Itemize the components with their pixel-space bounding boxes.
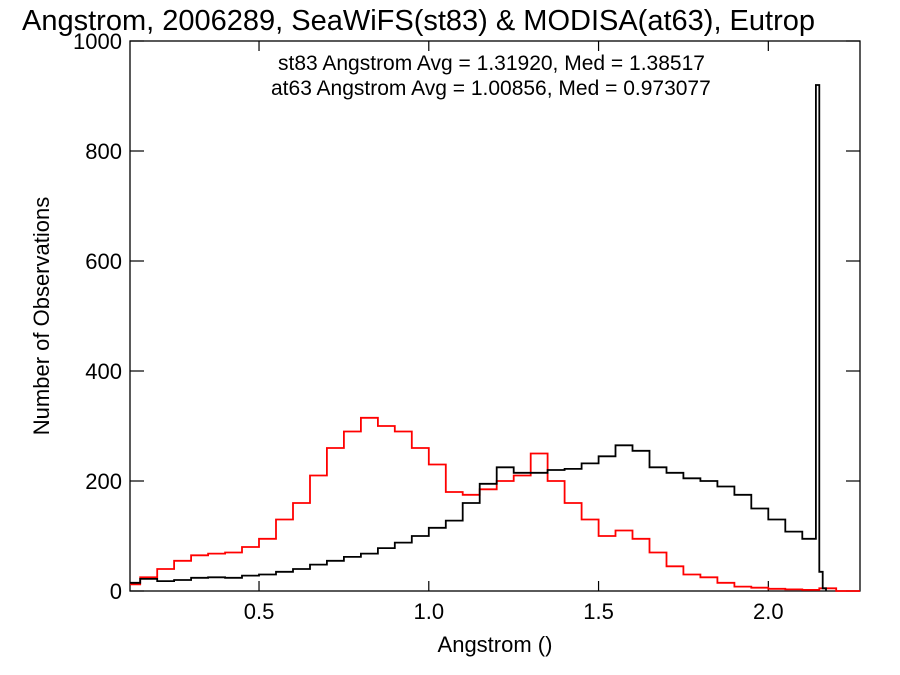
chart-title: Angstrom, 2006289, SeaWiFS(st83) & MODIS… bbox=[22, 5, 815, 37]
x-tick-label: 2.0 bbox=[753, 599, 784, 624]
y-tick-label: 200 bbox=[85, 469, 122, 494]
x-tick-label: 1.5 bbox=[583, 599, 614, 624]
x-axis-label: Angstrom () bbox=[438, 632, 553, 657]
annotation-at63: at63 Angstrom Avg = 1.00856, Med = 0.973… bbox=[271, 77, 711, 100]
y-tick-label: 600 bbox=[85, 249, 122, 274]
axis-ticks: 0.5 1.0 1.5 2.0 0 200 400 600 800 1000 bbox=[73, 29, 860, 624]
series-line-st83 bbox=[130, 84, 827, 591]
y-axis-label: Number of Observations bbox=[29, 197, 54, 435]
y-tick-label: 800 bbox=[85, 139, 122, 164]
series-group bbox=[130, 84, 860, 592]
y-tick-label: 400 bbox=[85, 359, 122, 384]
annotation-st83: st83 Angstrom Avg = 1.31920, Med = 1.385… bbox=[278, 52, 705, 75]
plot-frame bbox=[129, 40, 861, 592]
series-line-at63 bbox=[130, 416, 860, 592]
x-tick-label: 1.0 bbox=[413, 599, 444, 624]
x-tick-label: 0.5 bbox=[244, 599, 275, 624]
y-tick-label: 0 bbox=[110, 579, 122, 604]
y-tick-label: 1000 bbox=[73, 29, 122, 54]
